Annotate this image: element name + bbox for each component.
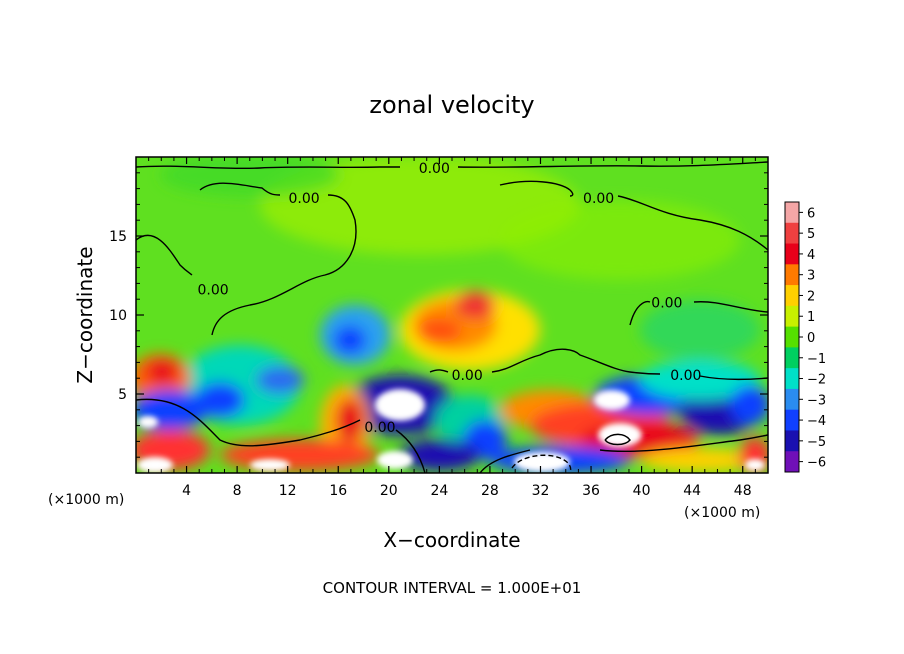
colorbar-swatch xyxy=(785,326,799,348)
colorbar-swatch xyxy=(785,222,799,245)
colorbar-label: 2 xyxy=(807,289,815,304)
x-tick-label: 4 xyxy=(182,483,191,499)
contour-label: 0.00 xyxy=(419,161,450,177)
x-tick-label: 48 xyxy=(734,483,752,499)
colorbar-swatch xyxy=(785,451,799,473)
colorbar-swatch xyxy=(785,264,799,286)
x-unit-left: (×1000 m) xyxy=(48,492,124,508)
contour-label: 0.00 xyxy=(364,420,395,436)
colorbar-swatch xyxy=(785,430,799,452)
colorbar-label: 0 xyxy=(807,331,815,346)
x-unit-right: (×1000 m) xyxy=(684,505,760,521)
zero-contours xyxy=(136,161,768,473)
contour-label: 0.00 xyxy=(583,191,614,207)
colorbar-label: −4 xyxy=(807,414,826,429)
contour-label: 0.00 xyxy=(670,368,701,384)
x-axis-label: X−coordinate xyxy=(383,528,520,552)
colorbar-swatch xyxy=(785,305,799,328)
colorbar-swatch xyxy=(785,368,799,390)
y-tick-label: 10 xyxy=(109,308,127,324)
colorbar-label: −6 xyxy=(807,456,826,471)
chart-title: zonal velocity xyxy=(369,91,534,119)
contour-labels: 0.00 0.00 0.00 0.00 0.00 0.00 0.00 0.00 xyxy=(198,161,702,436)
colorbar-swatch xyxy=(785,409,799,431)
colorbar-label: −2 xyxy=(807,373,826,388)
y-tick-label: 5 xyxy=(118,387,127,403)
x-tick-label: 28 xyxy=(481,483,499,499)
y-tick-label: 15 xyxy=(109,229,127,245)
colorbar-label: 3 xyxy=(807,269,815,284)
colorbar-swatch xyxy=(785,347,799,369)
contour-label: 0.00 xyxy=(289,191,320,207)
contour-label: 0.00 xyxy=(452,368,483,384)
colorbar-label: −3 xyxy=(807,393,826,408)
x-tick-label: 16 xyxy=(329,483,347,499)
colorbar: 6 5 4 3 2 1 0 −1 −2 −3 −4 −5 −6 xyxy=(784,201,826,473)
colorbar-label: 4 xyxy=(807,248,815,263)
contour-label: 0.00 xyxy=(651,295,682,311)
x-tick-label: 24 xyxy=(430,483,448,499)
colorbar-swatch xyxy=(785,202,799,224)
heatmap-field xyxy=(136,157,768,473)
x-tick-label: 12 xyxy=(279,483,297,499)
colorbar-swatch xyxy=(785,285,799,307)
x-tick-marks: 4 8 12 16 20 24 28 32 36 40 44 48 xyxy=(148,157,756,499)
x-tick-label: 8 xyxy=(233,483,242,499)
x-tick-label: 32 xyxy=(532,483,550,499)
colorbar-label: −1 xyxy=(807,352,826,367)
y-axis-label: Z−coordinate xyxy=(73,246,97,383)
x-tick-label: 44 xyxy=(683,483,701,499)
colorbar-label: 6 xyxy=(807,206,815,221)
x-tick-label: 40 xyxy=(633,483,651,499)
contour-interval-note: CONTOUR INTERVAL = 1.000E+01 xyxy=(323,579,582,597)
x-tick-label: 36 xyxy=(582,483,600,499)
x-tick-label: 20 xyxy=(380,483,398,499)
y-tick-marks: 5 10 15 xyxy=(109,172,768,458)
colorbar-label: −5 xyxy=(807,435,826,450)
colorbar-swatch xyxy=(785,388,799,411)
colorbar-swatch xyxy=(785,243,799,265)
colorbar-label: 1 xyxy=(807,310,815,325)
contour-label: 0.00 xyxy=(198,283,229,299)
colorbar-label: 5 xyxy=(807,227,815,242)
